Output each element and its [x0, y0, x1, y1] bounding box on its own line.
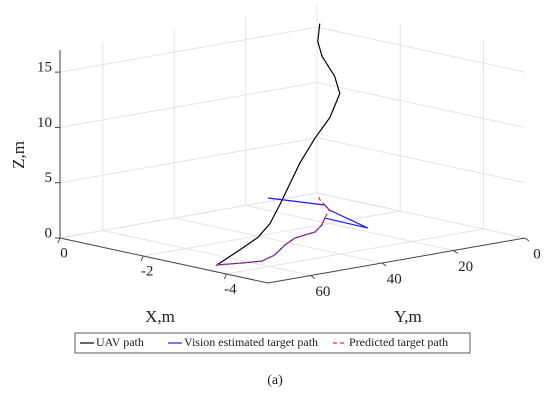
caption: (a) [267, 373, 283, 388]
grid-line [316, 81, 526, 128]
legend-label: Predicted target path [349, 335, 448, 349]
grid-line [102, 230, 311, 276]
y-tick-label: 60 [315, 284, 330, 300]
y-tick-label: 0 [533, 246, 541, 262]
x-tick [57, 237, 61, 244]
x-tick-label: 0 [60, 245, 68, 261]
z-tick-label: 5 [45, 170, 53, 186]
x-axis-label: X,m [145, 307, 175, 326]
y-tick [381, 262, 387, 267]
legend-label: UAV path [96, 335, 144, 349]
grid-line [174, 217, 383, 264]
series-line [215, 23, 341, 267]
x-tick-label: -2 [141, 263, 154, 279]
y-tick [453, 250, 458, 254]
grid-line [245, 205, 454, 251]
y-tick [524, 237, 530, 242]
y-axis-label: Y,m [394, 307, 422, 326]
grid-line [59, 192, 318, 239]
x-tick-label: -4 [224, 281, 237, 297]
x-tick [140, 255, 144, 262]
grid-line [59, 26, 318, 73]
grid-line [226, 228, 484, 275]
grid-line [59, 81, 318, 128]
z-tick-label: 15 [37, 60, 52, 76]
grid-line [316, 26, 526, 73]
z-tick-label: 0 [45, 225, 53, 241]
z-tick-label: 10 [37, 115, 52, 131]
y-tick-label: 20 [458, 259, 473, 275]
y-tick [310, 275, 316, 279]
grid-line [143, 210, 401, 257]
grid-line [59, 137, 318, 184]
y-tick-label: 40 [387, 271, 402, 287]
legend-box [74, 332, 471, 354]
grid-line [316, 192, 526, 239]
z-axis-label: Z,m [9, 141, 28, 169]
x-tick [223, 273, 227, 280]
axis-edge [59, 237, 269, 284]
grid-line [316, 137, 526, 184]
legend-label: Vision estimated target path [184, 335, 318, 349]
series-line [216, 197, 369, 266]
